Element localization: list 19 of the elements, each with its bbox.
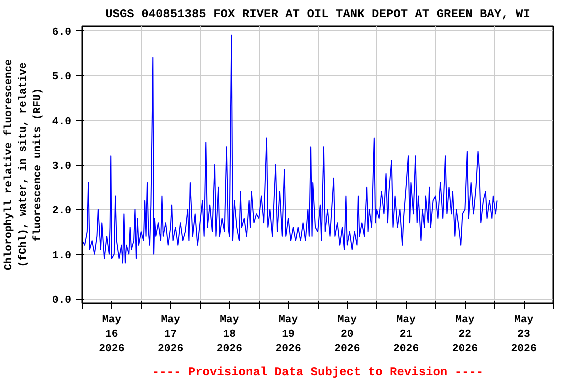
y-axis-title: Chlorophyll relative fluorescence (fChl), water, in situ, relative fluorescence units (RFU) [4, 59, 44, 271]
y-tick-label: 1.0 [52, 250, 72, 262]
y-tick-label: 2.0 [52, 206, 72, 218]
y-tick-label: 0.0 [52, 295, 72, 308]
y-tick-label: 3.0 [52, 161, 72, 173]
x-tick-label: May 19 2026 [276, 314, 302, 356]
y-tick-label: 5.0 [52, 72, 72, 84]
x-tick-label: May 21 2026 [394, 314, 420, 356]
y-tick-label: 4.0 [52, 116, 72, 128]
text: ---- Provisional Data Subject to Revision ---- [152, 366, 484, 380]
x-tick-label: May 17 2026 [158, 314, 184, 356]
chart-title: USGS 040851385 FOX RIVER AT OIL TANK DEPOT AT GREEN BAY, WI [106, 8, 530, 22]
x-tick-label: May 23 2026 [511, 314, 537, 356]
x-tick-label: May 16 2026 [99, 314, 125, 356]
x-tick-label: May 20 2026 [334, 314, 360, 356]
line-series [82, 34, 498, 264]
x-tick-label: May 18 2026 [216, 314, 242, 356]
x-tick-label: May 22 2026 [452, 314, 478, 356]
y-tick-label: 6.0 [52, 26, 72, 39]
